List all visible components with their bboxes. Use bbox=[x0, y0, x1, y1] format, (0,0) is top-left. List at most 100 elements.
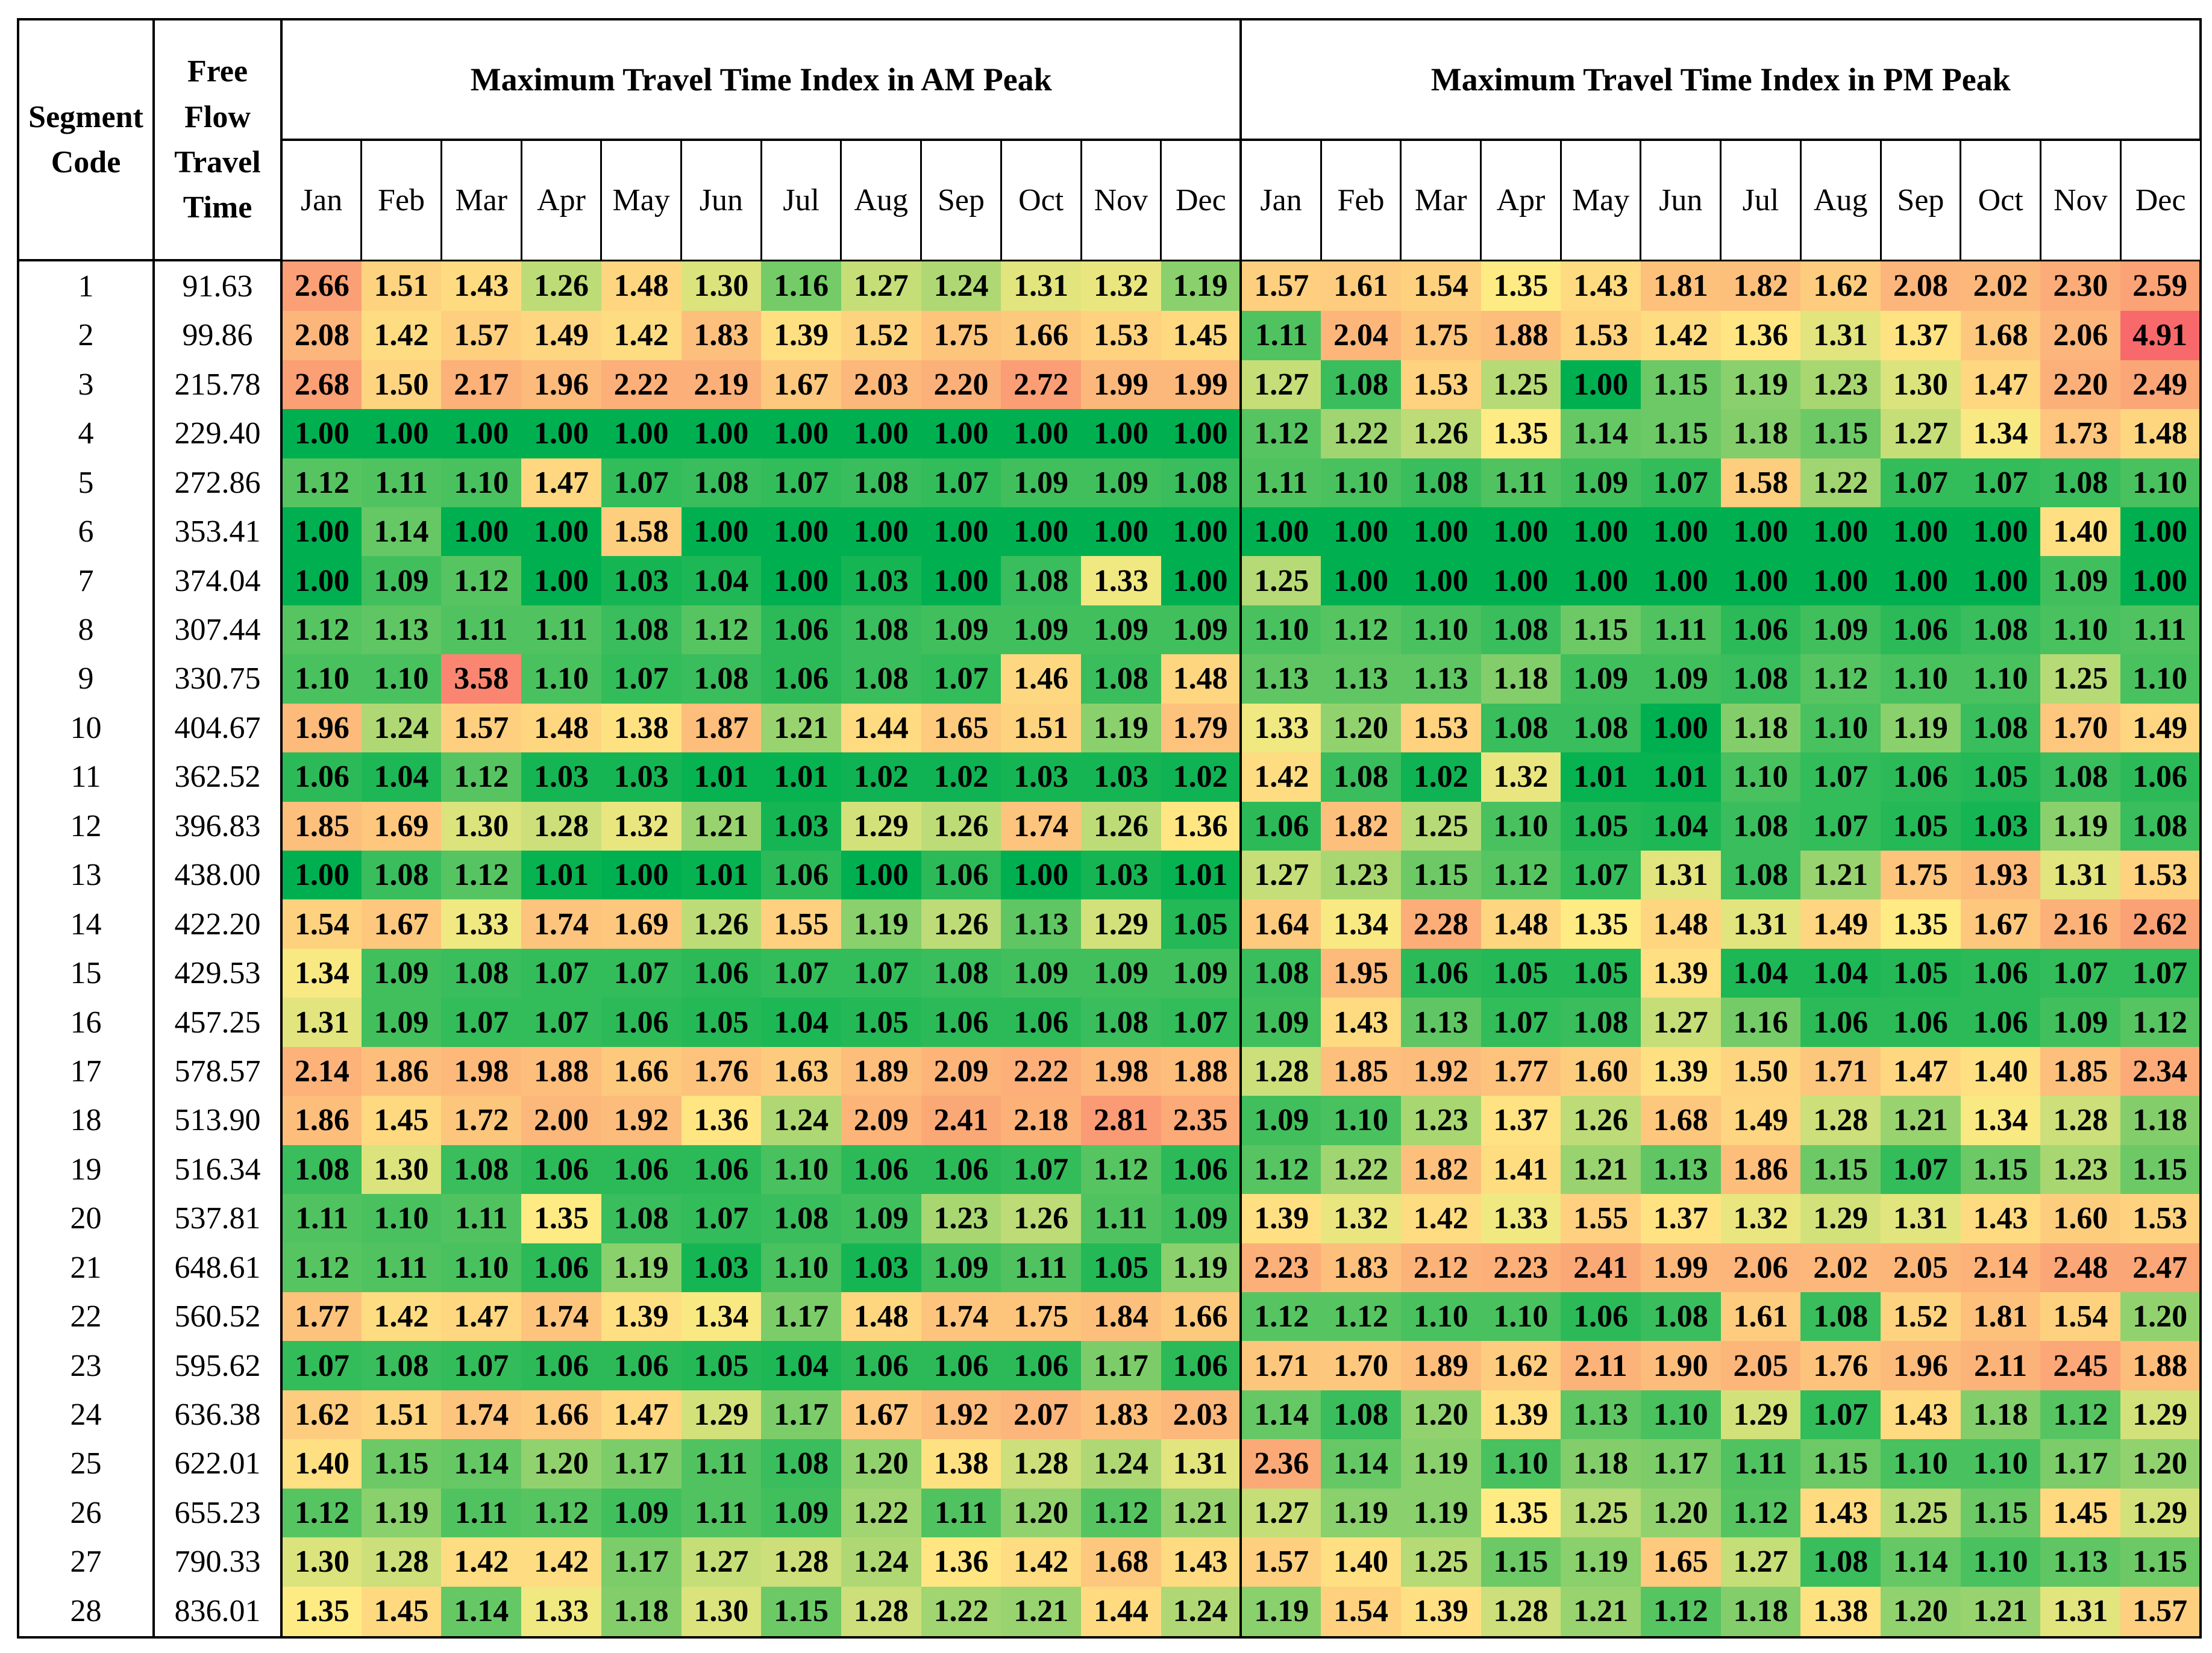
pm-tti-cell: 1.36 bbox=[1720, 311, 1801, 360]
pm-tti-cell: 1.49 bbox=[1800, 899, 1881, 949]
pm-tti-cell: 1.19 bbox=[1400, 1488, 1481, 1538]
pm-tti-cell: 1.08 bbox=[1720, 801, 1801, 851]
table-row: 16 457.25 1.31 1.09 1.07 1.07 1.06 1.05 1.04 1.05… bbox=[17, 998, 2202, 1047]
segment-code-header: Segment Code bbox=[17, 18, 155, 261]
am-tti-cell: 1.26 bbox=[1081, 801, 1161, 851]
am-tti-cell: 1.09 bbox=[1081, 458, 1161, 507]
pm-tti-cell: 1.00 bbox=[1321, 507, 1401, 557]
segment-code-cell: 16 bbox=[17, 998, 155, 1047]
am-tti-cell: 1.06 bbox=[681, 948, 762, 998]
pm-tti-cell: 1.10 bbox=[2120, 654, 2202, 704]
pm-tti-cell: 1.00 bbox=[1640, 507, 1721, 557]
am-tti-cell: 2.00 bbox=[521, 1096, 601, 1145]
pm-tti-cell: 1.09 bbox=[1640, 654, 1721, 704]
pm-tti-cell: 1.33 bbox=[1239, 703, 1321, 753]
am-tti-cell: 1.66 bbox=[1161, 1292, 1241, 1342]
table-row: 7 374.04 1.00 1.09 1.12 1.00 1.03 1.04 1.00 1.03 1… bbox=[17, 556, 2202, 605]
am-tti-cell: 1.11 bbox=[681, 1439, 762, 1489]
pm-tti-cell: 1.00 bbox=[1239, 507, 1321, 557]
am-tti-cell: 1.11 bbox=[441, 605, 522, 655]
pm-tti-cell: 1.10 bbox=[1640, 1390, 1721, 1440]
am-tti-cell: 1.01 bbox=[1161, 851, 1241, 900]
free-flow-time-cell: 353.41 bbox=[152, 507, 283, 557]
am-tti-cell: 1.17 bbox=[601, 1537, 681, 1587]
segment-code-cell: 4 bbox=[17, 409, 155, 458]
pm-tti-cell: 1.09 bbox=[2040, 556, 2121, 605]
am-month-header: Nov bbox=[1080, 139, 1162, 261]
pm-tti-cell: 1.82 bbox=[1400, 1145, 1481, 1195]
pm-tti-cell: 1.09 bbox=[1800, 605, 1881, 655]
am-tti-cell: 1.08 bbox=[441, 1145, 522, 1195]
am-tti-cell: 1.03 bbox=[761, 801, 841, 851]
am-tti-cell: 2.07 bbox=[1001, 1390, 1082, 1440]
pm-tti-cell: 2.41 bbox=[1561, 1243, 1641, 1292]
am-tti-cell: 2.09 bbox=[921, 1046, 1001, 1096]
am-tti-cell: 1.08 bbox=[601, 1194, 681, 1243]
am-tti-cell: 1.30 bbox=[361, 1145, 442, 1195]
pm-month-header: Aug bbox=[1799, 139, 1882, 261]
am-tti-cell: 1.00 bbox=[281, 556, 362, 605]
pm-tti-cell: 1.13 bbox=[1561, 1390, 1641, 1440]
pm-tti-cell: 1.00 bbox=[1881, 507, 1961, 557]
pm-tti-cell: 1.15 bbox=[1480, 1537, 1561, 1587]
pm-tti-cell: 1.31 bbox=[2040, 1586, 2121, 1639]
pm-month-header: Jan bbox=[1239, 139, 1322, 261]
am-tti-cell: 1.46 bbox=[1001, 654, 1082, 704]
table-row: 24 636.38 1.62 1.51 1.74 1.66 1.47 1.29 1.17 1.67… bbox=[17, 1390, 2202, 1440]
pm-tti-cell: 1.76 bbox=[1800, 1341, 1881, 1390]
pm-tti-cell: 1.37 bbox=[1881, 311, 1961, 360]
am-tti-cell: 1.53 bbox=[1081, 311, 1161, 360]
pm-tti-cell: 2.23 bbox=[1480, 1243, 1561, 1292]
am-tti-cell: 2.08 bbox=[281, 311, 362, 360]
pm-tti-cell: 1.19 bbox=[1321, 1488, 1401, 1538]
pm-tti-cell: 1.62 bbox=[1480, 1341, 1561, 1390]
free-flow-time-cell: 422.20 bbox=[152, 899, 283, 949]
am-tti-cell: 1.00 bbox=[1001, 507, 1082, 557]
am-tti-cell: 1.08 bbox=[841, 605, 921, 655]
am-tti-cell: 1.22 bbox=[921, 1586, 1001, 1639]
am-tti-cell: 1.11 bbox=[1081, 1194, 1161, 1243]
pm-tti-cell: 1.18 bbox=[1561, 1439, 1641, 1489]
am-tti-cell: 1.45 bbox=[361, 1096, 442, 1145]
pm-tti-cell: 1.43 bbox=[1881, 1390, 1961, 1440]
pm-tti-cell: 1.18 bbox=[2120, 1096, 2202, 1145]
pm-tti-cell: 1.39 bbox=[1239, 1194, 1321, 1243]
table-row: 19 516.34 1.08 1.30 1.08 1.06 1.06 1.06 1.10 1.06… bbox=[17, 1145, 2202, 1195]
am-tti-cell: 1.24 bbox=[761, 1096, 841, 1145]
am-tti-cell: 1.09 bbox=[1081, 605, 1161, 655]
free-flow-time-cell: 790.33 bbox=[152, 1537, 283, 1587]
am-tti-cell: 1.01 bbox=[521, 851, 601, 900]
am-tti-cell: 1.06 bbox=[841, 1341, 921, 1390]
am-tti-cell: 1.15 bbox=[761, 1586, 841, 1639]
pm-month-header: Jul bbox=[1720, 139, 1802, 261]
pm-tti-cell: 1.15 bbox=[2120, 1145, 2202, 1195]
pm-tti-cell: 1.07 bbox=[1561, 851, 1641, 900]
pm-tti-cell: 1.25 bbox=[1881, 1488, 1961, 1538]
am-tti-cell: 1.23 bbox=[921, 1194, 1001, 1243]
am-tti-cell: 1.12 bbox=[281, 1488, 362, 1538]
pm-tti-cell: 1.08 bbox=[1400, 458, 1481, 507]
pm-month-header: May bbox=[1559, 139, 1642, 261]
pm-tti-cell: 2.62 bbox=[2120, 899, 2202, 949]
am-month-header: Apr bbox=[520, 139, 603, 261]
pm-tti-cell: 1.00 bbox=[1960, 556, 2041, 605]
pm-tti-cell: 1.08 bbox=[1239, 948, 1321, 998]
am-tti-cell: 1.07 bbox=[921, 654, 1001, 704]
pm-tti-cell: 1.10 bbox=[1321, 458, 1401, 507]
am-tti-cell: 1.00 bbox=[761, 507, 841, 557]
pm-tti-cell: 2.05 bbox=[1881, 1243, 1961, 1292]
am-tti-cell: 1.99 bbox=[1161, 360, 1241, 410]
pm-tti-cell: 1.15 bbox=[1960, 1145, 2041, 1195]
am-tti-cell: 1.06 bbox=[521, 1341, 601, 1390]
segment-code-cell: 8 bbox=[17, 605, 155, 655]
pm-tti-cell: 1.07 bbox=[1881, 1145, 1961, 1195]
am-tti-cell: 1.38 bbox=[601, 703, 681, 753]
pm-tti-cell: 1.53 bbox=[1400, 703, 1481, 753]
pm-tti-cell: 1.33 bbox=[1480, 1194, 1561, 1243]
am-tti-cell: 1.12 bbox=[681, 605, 762, 655]
am-tti-cell: 1.08 bbox=[841, 458, 921, 507]
am-tti-cell: 1.00 bbox=[521, 556, 601, 605]
pm-tti-cell: 1.00 bbox=[1400, 507, 1481, 557]
am-tti-cell: 1.03 bbox=[841, 556, 921, 605]
pm-tti-cell: 1.19 bbox=[1400, 1439, 1481, 1489]
